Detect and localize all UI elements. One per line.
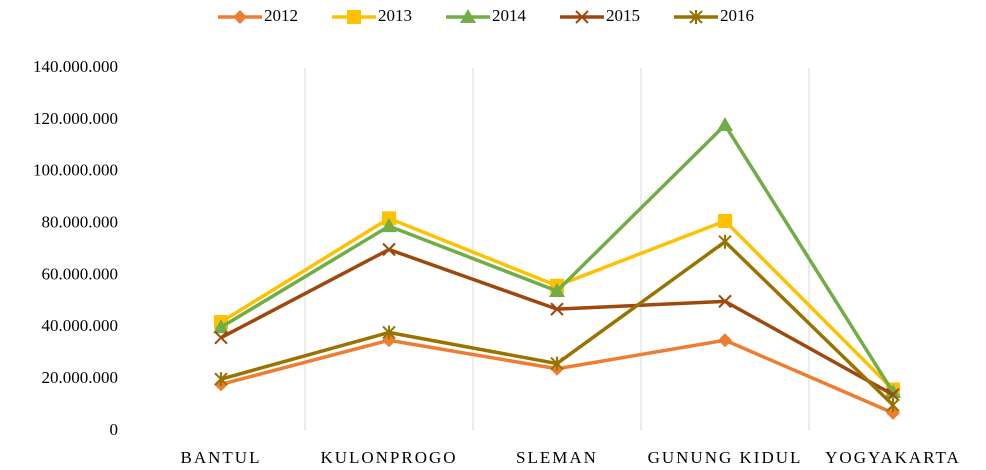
legend-item: 2012 <box>218 6 298 25</box>
legend-label: 2013 <box>378 6 412 25</box>
marker <box>718 214 732 228</box>
marker <box>215 332 227 344</box>
x-tick-label: BANTUL <box>181 448 262 467</box>
marker <box>233 10 247 24</box>
series <box>214 333 900 420</box>
legend-item: 2015 <box>560 6 640 25</box>
y-tick-label: 140.000.000 <box>33 57 118 76</box>
y-tick-label: 80.000.000 <box>42 212 119 231</box>
x-tick-label: YOGYAKARTA <box>825 448 961 467</box>
x-tick-label: GUNUNG KIDUL <box>648 448 803 467</box>
y-tick-label: 0 <box>110 420 119 439</box>
legend-label: 2016 <box>720 6 754 25</box>
marker <box>719 235 731 249</box>
x-tick-label: SLEMAN <box>516 448 598 467</box>
y-tick-label: 100.000.000 <box>33 161 118 180</box>
y-tick-label: 20.000.000 <box>42 368 119 387</box>
series <box>215 244 899 401</box>
series <box>213 117 901 398</box>
marker <box>347 10 361 24</box>
legend-label: 2012 <box>264 6 298 25</box>
y-tick-label: 120.000.000 <box>33 109 118 128</box>
marker <box>718 333 732 347</box>
y-tick-label: 60.000.000 <box>42 264 119 283</box>
chart: 0 20.000.000 40.000.000 60.000.000 80.000.00… <box>0 0 986 470</box>
legend-label: 2014 <box>492 6 527 25</box>
x-tick-label: KULONPROGO <box>320 448 457 467</box>
legend-item: 2013 <box>332 6 412 25</box>
y-tick-label: 40.000.000 <box>42 316 119 335</box>
legend-item: 2016 <box>674 6 754 25</box>
marker <box>717 117 733 131</box>
marker <box>887 398 899 412</box>
legend-item: 2014 <box>446 6 527 25</box>
legend-label: 2015 <box>606 6 640 25</box>
